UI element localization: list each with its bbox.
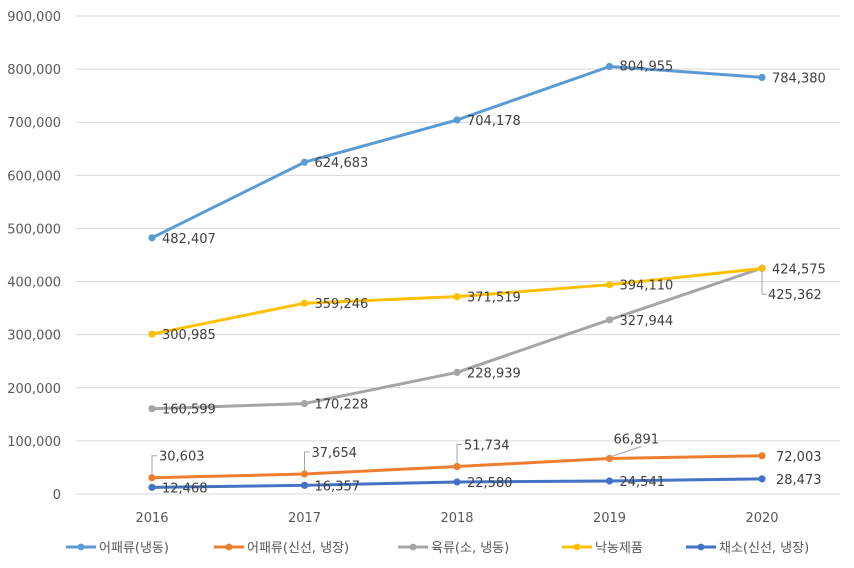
legend: 어패류(냉동) 어패류(신선, 냉장) 육류(소, 냉동) 낙농제품 채소(신선, 냉장… [66, 541, 809, 556]
legend-item[interactable]: 채소(신선, 냉장) [686, 541, 809, 556]
y-tick-label: 900,000 [7, 10, 61, 25]
data-label: 424,575 [772, 263, 826, 278]
data-label: 482,407 [162, 232, 216, 247]
y-tick-label: 500,000 [7, 222, 61, 237]
legend-marker-icon [409, 543, 417, 551]
data-label: 784,380 [772, 71, 826, 86]
y-tick-label: 0 [53, 488, 61, 503]
data-point [453, 478, 461, 486]
y-tick-label: 400,000 [7, 276, 61, 291]
x-axis-ticks: 2016 2017 2018 2019 2020 [135, 511, 778, 526]
y-tick-label: 700,000 [7, 116, 61, 131]
legend-marker-icon [77, 543, 85, 551]
legend-item[interactable]: 낙농제품 [562, 541, 643, 556]
legend-label: 육류(소, 냉동) [431, 541, 509, 556]
data-point [758, 73, 766, 82]
legend-marker-icon [697, 543, 705, 551]
data-point [605, 477, 614, 485]
y-axis-ticks: 0 100,000 200,000 300,000 400,000 500,000 600,… [7, 10, 61, 503]
y-tick-label: 300,000 [7, 329, 61, 344]
legend-label: 어패류(냉동) [99, 541, 169, 556]
data-point [605, 281, 614, 289]
data-label: 327,944 [620, 314, 674, 329]
data-point [148, 474, 156, 482]
data-label: 16,357 [315, 479, 361, 494]
legend-marker-icon [573, 543, 581, 551]
x-tick-label: 2017 [288, 511, 321, 526]
legend-item[interactable]: 어패류(신선, 냉장) [214, 541, 349, 556]
data-label: 22,580 [467, 476, 513, 491]
data-label: 170,228 [315, 398, 369, 413]
leader-line [151, 455, 157, 475]
data-point [148, 234, 156, 242]
data-label: 12,468 [162, 481, 208, 496]
data-point [148, 330, 156, 338]
data-point [605, 454, 614, 463]
leader-line [761, 270, 767, 295]
data-label: 300,985 [162, 328, 216, 343]
data-point [605, 62, 614, 71]
data-point [605, 316, 614, 324]
x-tick-label: 2020 [745, 511, 778, 526]
data-label: 804,955 [620, 59, 674, 74]
series-lines [148, 62, 766, 491]
series-3 [148, 264, 766, 413]
data-labels: 482,407 624,683 704,178 804,955 784,380 30,60… [151, 59, 826, 496]
legend-label: 채소(신선, 냉장) [719, 541, 809, 556]
data-label: 160,599 [162, 403, 216, 418]
data-point [148, 405, 156, 413]
leader-line [611, 445, 642, 457]
series-2 [148, 452, 766, 482]
data-label: 425,362 [768, 288, 822, 303]
data-point [300, 470, 309, 478]
legend-marker-icon [225, 543, 233, 551]
leader-line [456, 444, 462, 464]
series-line [150, 64, 764, 240]
legend-label: 낙농제품 [595, 541, 643, 556]
data-label: 72,003 [776, 450, 822, 465]
data-label: 394,110 [620, 279, 674, 294]
data-label: 704,178 [467, 114, 521, 129]
y-tick-label: 800,000 [7, 63, 61, 78]
legend-label: 어패류(신선, 냉장) [247, 541, 349, 556]
data-label: 30,603 [159, 450, 205, 465]
legend-item[interactable]: 육류(소, 냉동) [398, 541, 509, 556]
y-tick-label: 100,000 [7, 435, 61, 450]
data-point [300, 399, 309, 408]
series-5 [148, 475, 766, 491]
data-label: 51,734 [464, 439, 510, 454]
data-label: 28,473 [776, 473, 822, 488]
data-point [758, 264, 766, 273]
data-label: 24,541 [620, 475, 666, 490]
data-point [758, 452, 766, 460]
data-label: 66,891 [614, 432, 660, 447]
series-4 [148, 264, 766, 338]
gridlines [76, 15, 840, 495]
data-point [300, 158, 309, 166]
data-point [453, 116, 461, 124]
data-label: 624,683 [315, 156, 369, 171]
legend-item[interactable]: 어패류(냉동) [66, 541, 169, 556]
y-tick-label: 200,000 [7, 382, 61, 397]
data-label: 359,246 [315, 297, 369, 312]
data-point [758, 475, 766, 483]
x-tick-label: 2016 [135, 511, 168, 526]
data-point [300, 299, 309, 307]
y-tick-label: 600,000 [7, 169, 61, 184]
data-label: 371,519 [467, 291, 521, 306]
x-tick-label: 2019 [593, 511, 626, 526]
x-tick-label: 2018 [440, 511, 473, 526]
data-point [148, 483, 156, 491]
data-label: 228,939 [467, 366, 521, 381]
data-point [300, 481, 309, 489]
leader-line [304, 451, 310, 472]
data-point [453, 293, 461, 301]
series-1 [148, 62, 766, 242]
data-point [453, 462, 461, 471]
data-point [453, 368, 461, 377]
data-label: 37,654 [312, 446, 358, 461]
